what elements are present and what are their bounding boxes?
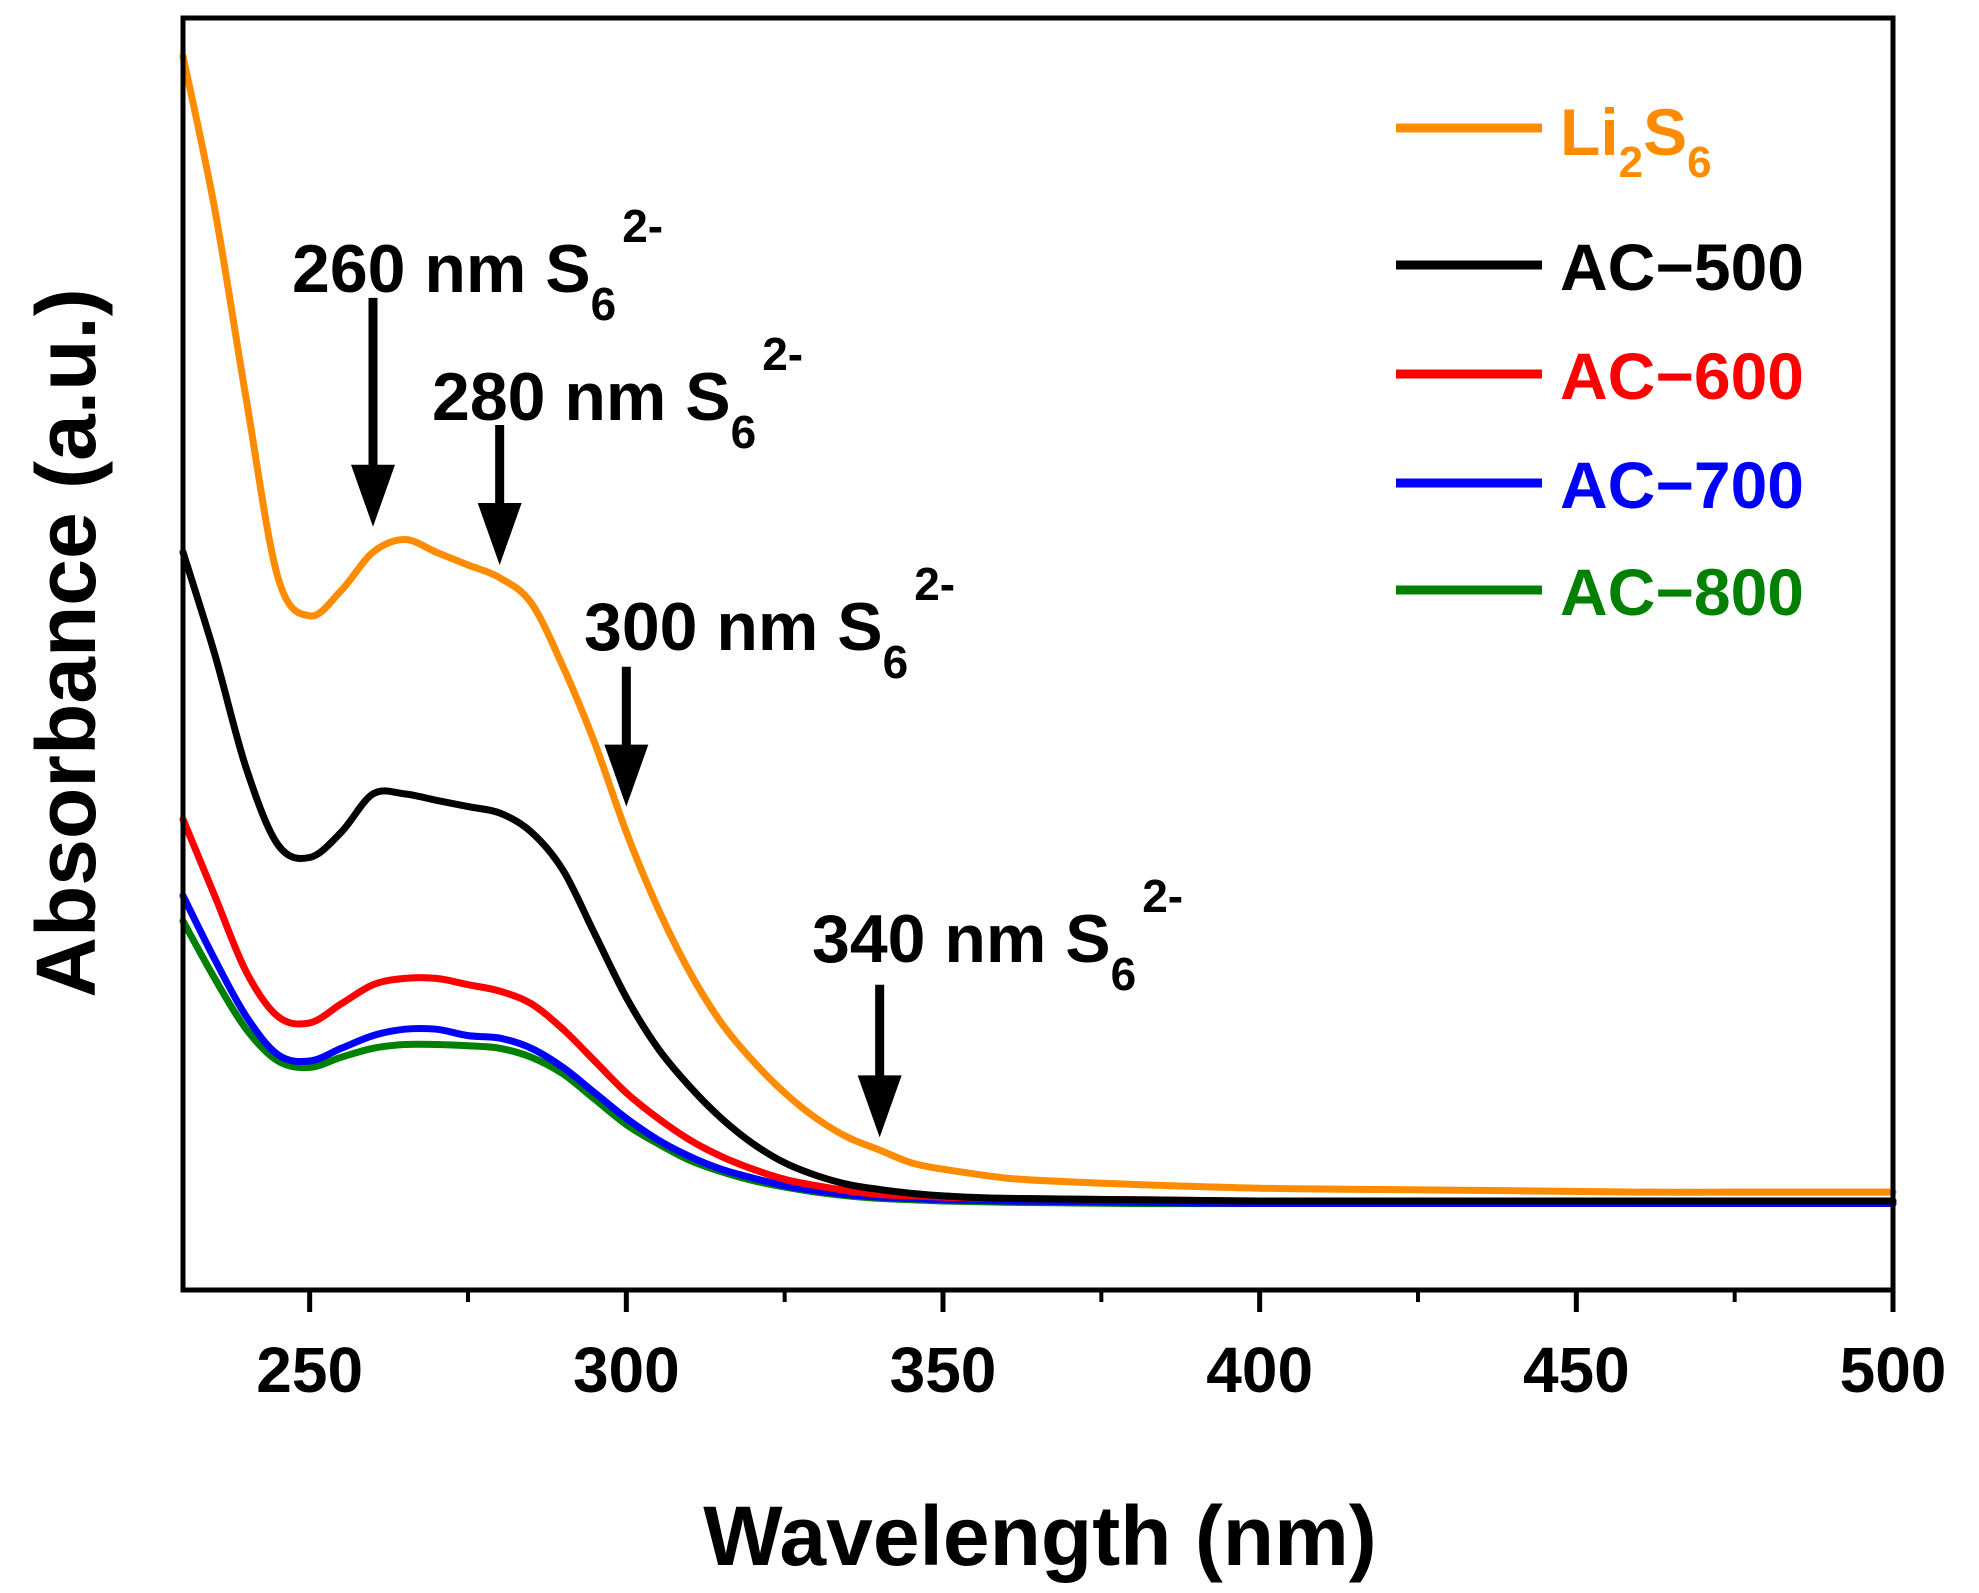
x-tick-label-300: 300 (573, 1334, 680, 1406)
plot-frame (180, 15, 1896, 1293)
x-axis-label: Wavelength (nm) (703, 1489, 1377, 1583)
annotation-label-280: 280 nm S62- (432, 328, 803, 458)
annotation-label-340: 340 nm S62- (812, 870, 1183, 1000)
series-line-li2s6 (179, 52, 1897, 1196)
annotation-arrowhead-280 (477, 502, 522, 565)
y-axis-label: Absorbance (a.u.) (19, 288, 113, 997)
x-axis-ticks: 250 300 350 400 450 500 (256, 1290, 1946, 1406)
x-tick-label-400: 400 (1206, 1334, 1313, 1406)
x-tick-label-250: 250 (256, 1334, 363, 1406)
legend-label-ac-700: AC−700 (1560, 448, 1804, 522)
legend-label-li2s6: Li2S6 (1560, 95, 1712, 187)
x-tick-label-500: 500 (1840, 1334, 1947, 1406)
annotation-arrowhead-300 (604, 744, 649, 807)
annotation-arrowhead-340 (857, 1075, 902, 1138)
annotations: 260 nm S62-280 nm S62- 300 nm S62- 340 nm … (292, 200, 1183, 1138)
annotation-label-300: 300 nm S62- (584, 558, 955, 688)
legend: Li2S6 AC−500 AC−600 AC−700 AC−800 (1396, 95, 1804, 629)
legend-label-ac-600: AC−600 (1560, 339, 1804, 413)
legend-label-ac-500: AC−500 (1560, 230, 1804, 304)
annotation-label-260: 260 nm S62- (292, 200, 663, 330)
series-line-ac-500 (179, 548, 1897, 1205)
x-tick-label-350: 350 (890, 1334, 997, 1406)
x-tick-label-450: 450 (1523, 1334, 1630, 1406)
legend-label-ac-800: AC−800 (1560, 555, 1804, 629)
annotation-arrowhead-260 (351, 464, 395, 527)
series-group (179, 52, 1897, 1208)
